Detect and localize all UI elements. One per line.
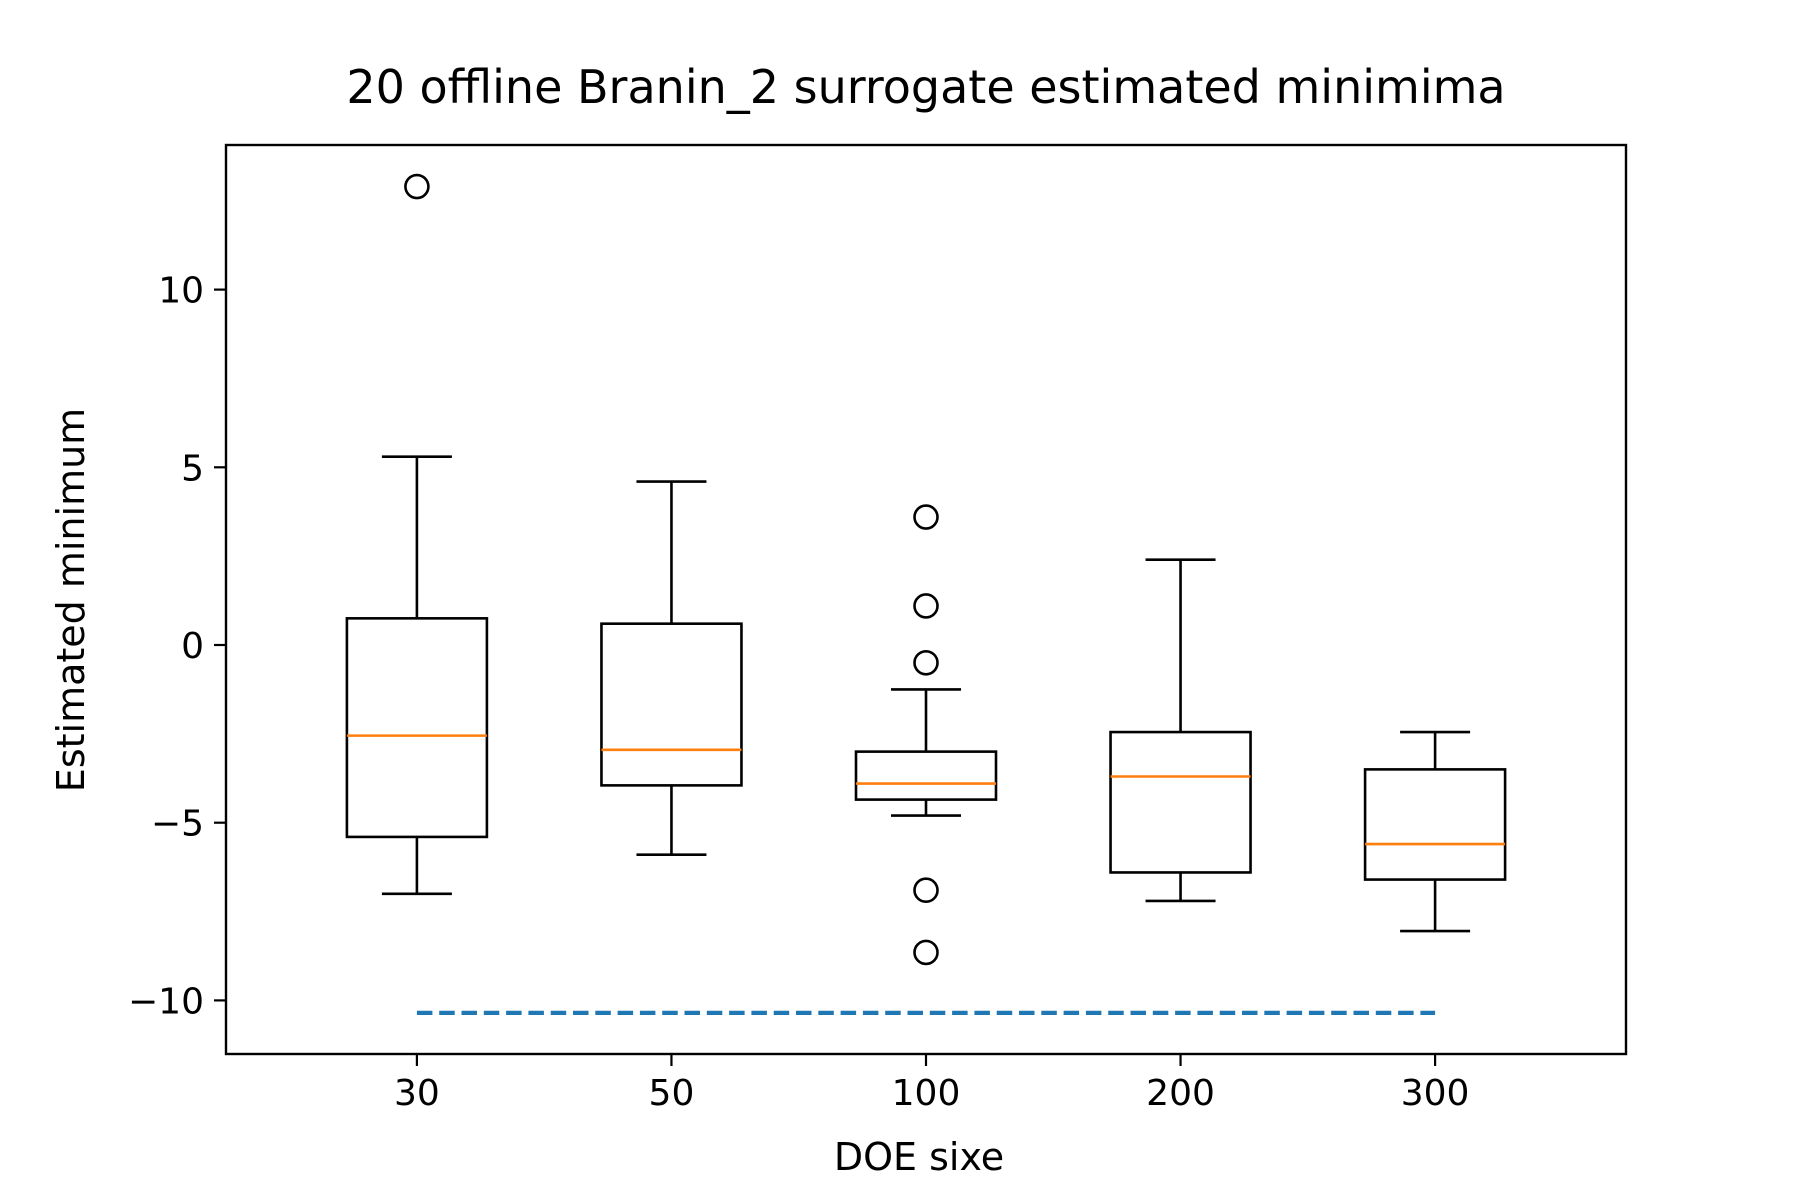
outlier-point: [913, 939, 939, 966]
box: [854, 750, 998, 801]
box-group-100: [854, 504, 998, 966]
box: [345, 617, 489, 839]
box: [1109, 730, 1252, 874]
y-axis: 10 5 0 −5 −10: [128, 271, 226, 1022]
y-tick-label: −5: [151, 804, 204, 845]
x-tick-label: 200: [1146, 1073, 1215, 1114]
x-tick-label: 50: [649, 1073, 695, 1114]
y-tick-label: 0: [181, 626, 204, 667]
box-group-200: [1109, 558, 1252, 903]
box-group-30: [345, 173, 489, 896]
plot-content: [345, 173, 1507, 1015]
x-axis-label: DOE sixe: [834, 1135, 1004, 1179]
y-axis-label: Estimated minimum: [49, 408, 93, 792]
outlier-point: [913, 504, 939, 530]
outlier-point: [404, 173, 430, 200]
y-tick-label: 10: [158, 271, 204, 312]
outlier-point: [913, 593, 939, 619]
box-group-300: [1363, 730, 1507, 933]
y-tick-label: 5: [181, 448, 204, 489]
outlier-point: [913, 649, 939, 676]
x-tick-label: 300: [1401, 1073, 1470, 1114]
x-tick-label: 30: [394, 1073, 440, 1114]
x-tick-label: 100: [892, 1073, 961, 1114]
box: [1363, 768, 1507, 881]
chart-title: 20 offline Branin_2 surrogate estimated …: [346, 60, 1505, 114]
outlier-point: [913, 877, 939, 904]
box: [600, 622, 743, 787]
box-group-50: [600, 480, 743, 856]
x-axis: 30 50 100 200 300: [394, 1054, 1469, 1114]
y-tick-label: −10: [128, 981, 204, 1022]
